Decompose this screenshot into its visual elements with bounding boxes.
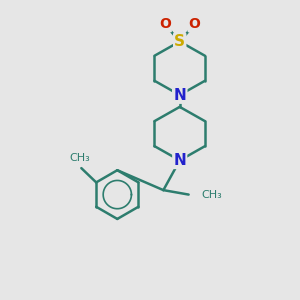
- Text: O: O: [189, 17, 200, 31]
- Text: CH₃: CH₃: [201, 190, 222, 200]
- Text: CH₃: CH₃: [70, 153, 90, 163]
- Text: N: N: [173, 88, 186, 103]
- Text: S: S: [174, 34, 185, 49]
- Text: N: N: [173, 88, 186, 103]
- Text: O: O: [159, 17, 171, 31]
- Text: N: N: [173, 153, 186, 168]
